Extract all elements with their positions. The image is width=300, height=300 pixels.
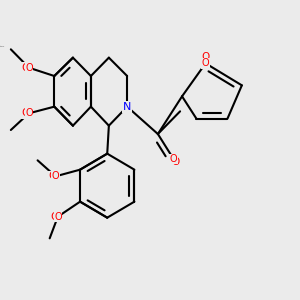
Text: O: O: [50, 212, 59, 222]
Text: O: O: [25, 63, 33, 73]
Text: O: O: [48, 171, 56, 181]
Text: methoxy: methoxy: [0, 45, 5, 47]
Text: O: O: [54, 212, 62, 222]
Text: N: N: [123, 102, 131, 112]
Text: O: O: [171, 157, 179, 167]
Text: N: N: [123, 102, 131, 112]
Text: O: O: [201, 52, 210, 62]
Text: O: O: [170, 154, 177, 164]
Text: O: O: [25, 108, 33, 118]
Text: O: O: [21, 108, 30, 118]
Text: O: O: [52, 171, 59, 181]
Text: O: O: [21, 63, 30, 73]
Text: O: O: [202, 58, 209, 68]
